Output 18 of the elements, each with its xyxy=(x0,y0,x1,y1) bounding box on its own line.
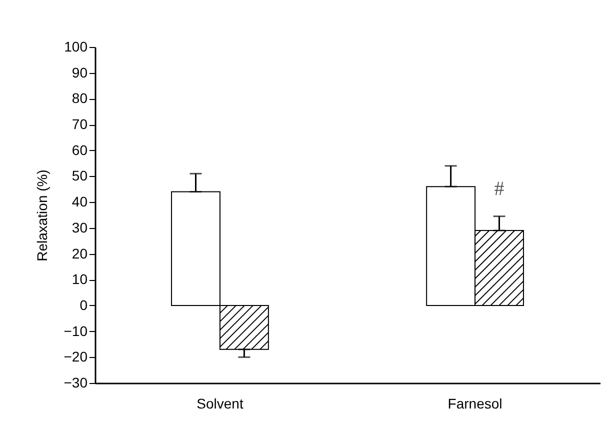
y-tick-label: −10 xyxy=(64,322,88,339)
x-tick-label: Solvent xyxy=(196,396,244,412)
y-tick-label: 100 xyxy=(64,38,88,54)
y-tick-label: 10 xyxy=(72,271,88,288)
y-tick-label: −30 xyxy=(64,374,88,390)
y-tick-label: 0 xyxy=(80,296,88,313)
y-tick-label: 40 xyxy=(72,194,88,210)
y-tick-label: 90 xyxy=(72,64,88,80)
x-tick-label: Farnesol xyxy=(448,396,502,412)
y-tick-label: 60 xyxy=(72,142,88,158)
y-tick-label: 50 xyxy=(72,168,88,184)
y-tick-label: −20 xyxy=(64,348,88,365)
y-tick-label: 30 xyxy=(72,219,88,236)
y-axis-title: Relaxation (%) xyxy=(34,170,50,262)
annotation: # xyxy=(494,178,504,200)
y-tick-label: 80 xyxy=(72,90,88,106)
y-tick-label: 70 xyxy=(72,116,88,132)
y-tick-label: 20 xyxy=(72,245,88,262)
